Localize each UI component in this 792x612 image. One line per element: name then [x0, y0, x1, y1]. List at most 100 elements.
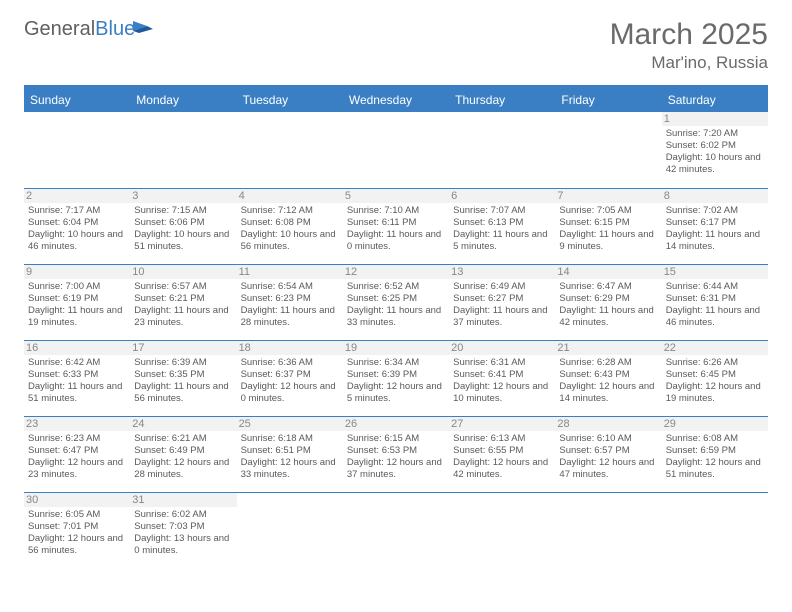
day-number: 2 [24, 189, 130, 203]
day-info: Sunrise: 6:57 AMSunset: 6:21 PMDaylight:… [134, 281, 232, 330]
day-number: 13 [449, 265, 555, 279]
calendar-cell: 19 Sunrise: 6:34 AMSunset: 6:39 PMDayligh… [343, 340, 449, 416]
day-info: Sunrise: 6:28 AMSunset: 6:43 PMDaylight:… [559, 357, 657, 406]
calendar-cell: 16Sunrise: 6:42 AMSunset: 6:33 PMDayligh… [24, 340, 130, 416]
calendar-cell: 25Sunrise: 6:18 AMSunset: 6:51 PMDayligh… [237, 416, 343, 492]
calendar-cell: 6 Sunrise: 7:07 AMSunset: 6:13 PMDaylight… [449, 188, 555, 264]
day-info: Sunrise: 6:34 AMSunset: 6:39 PMDaylight:… [347, 357, 445, 406]
calendar-cell: 14 Sunrise: 6:47 AMSunset: 6:29 PMDayligh… [555, 264, 661, 340]
day-info: Sunrise: 6:52 AMSunset: 6:25 PMDaylight:… [347, 281, 445, 330]
day-number: 5 [343, 189, 449, 203]
calendar-cell: 18Sunrise: 6:36 AMSunset: 6:37 PMDayligh… [237, 340, 343, 416]
day-info: Sunrise: 6:47 AMSunset: 6:29 PMDaylight:… [559, 281, 657, 330]
calendar-cell: 13 Sunrise: 6:49 AMSunset: 6:27 PMDayligh… [449, 264, 555, 340]
day-number: 6 [449, 189, 555, 203]
day-number: 23 [24, 417, 130, 431]
day-number: 27 [449, 417, 555, 431]
day-number: 24 [130, 417, 236, 431]
calendar-cell: 21Sunrise: 6:28 AMSunset: 6:43 PMDayligh… [555, 340, 661, 416]
day-number: 22 [662, 341, 768, 355]
logo-part1: General [24, 18, 95, 40]
day-number: 14 [555, 265, 661, 279]
day-info: Sunrise: 6:02 AMSunset: 7:03 PMDaylight:… [134, 509, 232, 558]
calendar-cell: 11 Sunrise: 6:54 AMSunset: 6:23 PMDayligh… [237, 264, 343, 340]
calendar-cell-empty [555, 492, 661, 568]
day-info: Sunrise: 6:05 AMSunset: 7:01 PMDaylight:… [28, 509, 126, 558]
header: GeneralBlue March 2025 Mar'ino, Russia [24, 18, 768, 73]
day-info: Sunrise: 6:08 AMSunset: 6:59 PMDaylight:… [666, 433, 764, 482]
day-info: Sunrise: 6:44 AMSunset: 6:31 PMDaylight:… [666, 281, 764, 330]
day-number: 28 [555, 417, 661, 431]
day-info: Sunrise: 7:00 AMSunset: 6:19 PMDaylight:… [28, 281, 126, 330]
day-info: Sunrise: 7:17 AMSunset: 6:04 PMDaylight:… [28, 205, 126, 254]
calendar-cell-empty [237, 492, 343, 568]
calendar-cell: 12 Sunrise: 6:52 AMSunset: 6:25 PMDayligh… [343, 264, 449, 340]
calendar-row: 16Sunrise: 6:42 AMSunset: 6:33 PMDayligh… [24, 340, 768, 416]
calendar-cell: 23Sunrise: 6:23 AMSunset: 6:47 PMDayligh… [24, 416, 130, 492]
calendar-cell: 30 Sunrise: 6:05 AMSunset: 7:01 PMDayligh… [24, 492, 130, 568]
day-info: Sunrise: 6:54 AMSunset: 6:23 PMDaylight:… [241, 281, 339, 330]
calendar-row: 23Sunrise: 6:23 AMSunset: 6:47 PMDayligh… [24, 416, 768, 492]
day-info: Sunrise: 6:13 AMSunset: 6:55 PMDaylight:… [453, 433, 551, 482]
day-info: Sunrise: 6:18 AMSunset: 6:51 PMDaylight:… [241, 433, 339, 482]
calendar-cell-empty [449, 492, 555, 568]
calendar-cell: 22 Sunrise: 6:26 AMSunset: 6:45 PMDayligh… [662, 340, 768, 416]
day-info: Sunrise: 6:15 AMSunset: 6:53 PMDaylight:… [347, 433, 445, 482]
month-title: March 2025 [610, 18, 768, 51]
calendar-row: 2 Sunrise: 7:17 AMSunset: 6:04 PMDaylight… [24, 188, 768, 264]
day-number: 19 [343, 341, 449, 355]
day-number: 20 [449, 341, 555, 355]
calendar-cell-empty [24, 112, 130, 188]
day-number: 30 [24, 493, 130, 507]
calendar-row: 1Sunrise: 7:20 AMSunset: 6:02 PMDaylight… [24, 112, 768, 188]
day-info: Sunrise: 6:10 AMSunset: 6:57 PMDaylight:… [559, 433, 657, 482]
calendar-cell: 9 Sunrise: 7:00 AMSunset: 6:19 PMDaylight… [24, 264, 130, 340]
day-number: 29 [662, 417, 768, 431]
calendar-row: 9 Sunrise: 7:00 AMSunset: 6:19 PMDaylight… [24, 264, 768, 340]
day-info: Sunrise: 6:31 AMSunset: 6:41 PMDaylight:… [453, 357, 551, 406]
day-info: Sunrise: 6:21 AMSunset: 6:49 PMDaylight:… [134, 433, 232, 482]
location: Mar'ino, Russia [610, 53, 768, 73]
day-number: 31 [130, 493, 236, 507]
day-number: 3 [130, 189, 236, 203]
calendar-cell: 29 Sunrise: 6:08 AMSunset: 6:59 PMDayligh… [662, 416, 768, 492]
day-info: Sunrise: 7:10 AMSunset: 6:11 PMDaylight:… [347, 205, 445, 254]
calendar-cell: 5 Sunrise: 7:10 AMSunset: 6:11 PMDaylight… [343, 188, 449, 264]
calendar-cell-empty [449, 112, 555, 188]
day-number: 26 [343, 417, 449, 431]
calendar-cell-empty [343, 112, 449, 188]
weekday-header: Monday [130, 88, 236, 112]
calendar-cell-empty [555, 112, 661, 188]
day-info: Sunrise: 7:02 AMSunset: 6:17 PMDaylight:… [666, 205, 764, 254]
day-info: Sunrise: 7:12 AMSunset: 6:08 PMDaylight:… [241, 205, 339, 254]
day-number: 4 [237, 189, 343, 203]
calendar-header-row: SundayMondayTuesdayWednesdayThursdayFrid… [24, 88, 768, 112]
calendar-row: 30 Sunrise: 6:05 AMSunset: 7:01 PMDayligh… [24, 492, 768, 568]
calendar-body: 1Sunrise: 7:20 AMSunset: 6:02 PMDaylight… [24, 112, 768, 568]
day-number: 7 [555, 189, 661, 203]
calendar-cell: 2 Sunrise: 7:17 AMSunset: 6:04 PMDaylight… [24, 188, 130, 264]
calendar-cell: 28 Sunrise: 6:10 AMSunset: 6:57 PMDayligh… [555, 416, 661, 492]
logo: GeneralBlue [24, 18, 155, 41]
logo-text: GeneralBlue [24, 18, 135, 41]
calendar-cell: 4 Sunrise: 7:12 AMSunset: 6:08 PMDaylight… [237, 188, 343, 264]
day-number: 11 [237, 265, 343, 279]
day-number: 9 [24, 265, 130, 279]
calendar-cell: 27 Sunrise: 6:13 AMSunset: 6:55 PMDayligh… [449, 416, 555, 492]
day-number: 10 [130, 265, 236, 279]
day-info: Sunrise: 7:07 AMSunset: 6:13 PMDaylight:… [453, 205, 551, 254]
calendar-cell: 1Sunrise: 7:20 AMSunset: 6:02 PMDaylight… [662, 112, 768, 188]
calendar-cell: 10 Sunrise: 6:57 AMSunset: 6:21 PMDayligh… [130, 264, 236, 340]
calendar-cell: 7Sunrise: 7:05 AMSunset: 6:15 PMDaylight… [555, 188, 661, 264]
weekday-header: Saturday [662, 88, 768, 112]
day-number: 16 [24, 341, 130, 355]
day-number: 12 [343, 265, 449, 279]
weekday-header: Wednesday [343, 88, 449, 112]
calendar-cell-empty [662, 492, 768, 568]
calendar-cell-empty [130, 112, 236, 188]
day-info: Sunrise: 6:49 AMSunset: 6:27 PMDaylight:… [453, 281, 551, 330]
weekday-header: Tuesday [237, 88, 343, 112]
day-info: Sunrise: 6:26 AMSunset: 6:45 PMDaylight:… [666, 357, 764, 406]
weekday-header: Thursday [449, 88, 555, 112]
calendar-cell: 26 Sunrise: 6:15 AMSunset: 6:53 PMDayligh… [343, 416, 449, 492]
